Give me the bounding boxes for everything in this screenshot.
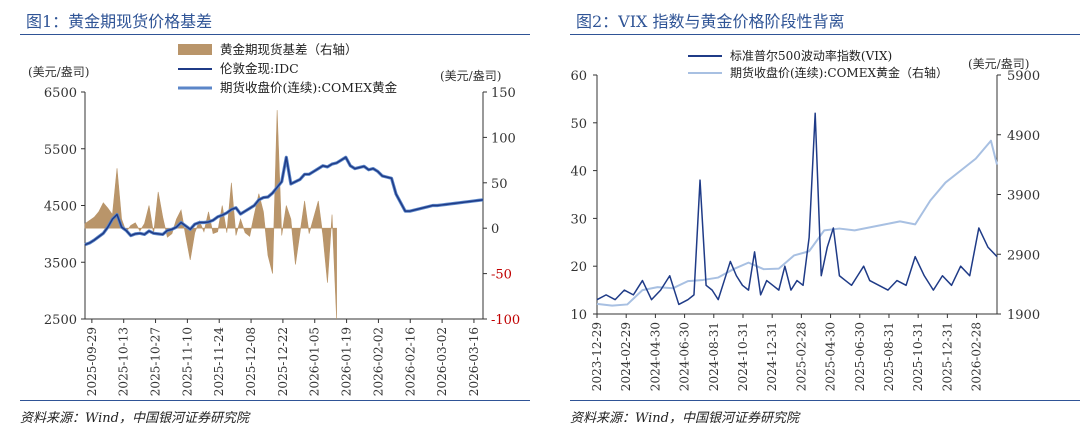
y2-tick-label: 50	[491, 177, 508, 192]
gold-basis-chart: 6500 5500 4500 3500 2500 150 100 50 0 -50 -100 (美元/…	[28, 42, 520, 397]
x-tick-label: 2025-10-27	[149, 327, 163, 396]
x-tick-label: 2025-09-29	[85, 327, 99, 396]
y2-tick-label: 0	[491, 222, 499, 237]
x-tick-label: 2025-10-31	[911, 322, 925, 391]
x-tick-label: 2024-06-30	[678, 322, 692, 391]
chart-panel-gold-basis: 图1：黄金期现货价格基差 6500 5500 4500 3500 2500 150 100 5…	[0, 0, 530, 428]
x-tick-label: 2023-12-29	[590, 322, 604, 391]
x-tick-label: 2026-02-16	[403, 327, 417, 396]
y2-tick-label: 3900	[1007, 189, 1040, 204]
x-tick-label: 2025-04-30	[824, 322, 838, 391]
x-tick-label: 2024-04-30	[648, 322, 662, 391]
x-tick-label: 2025-11-10	[180, 327, 194, 396]
x-tick-label: 2025-12-31	[940, 322, 954, 391]
vix-gold-chart: 60 50 40 30 20 10 5900 4900 3900 2900 1900 (美元/盎司) 2…	[570, 48, 1040, 391]
y-tick-label: 4500	[44, 200, 77, 215]
y2-tick-label: -50	[491, 268, 512, 283]
chart-panel-vix-gold: 图2：VIX 指数与黄金价格阶段性背离 60 50 40 30 20 10 5900 4900…	[550, 0, 1080, 428]
source-rule	[20, 400, 530, 401]
legend-swatch-basis	[178, 44, 212, 55]
x-tick-label: 2024-10-31	[736, 322, 750, 391]
chart-title: 图1：黄金期现货价格基差	[26, 12, 213, 31]
y2-tick-label: 2900	[1007, 248, 1040, 263]
x-tick-label: 2024-08-31	[707, 322, 721, 391]
source-note: 资料来源：Wind，中国银河证券研究院	[20, 411, 249, 426]
x-tick-label: 2025-06-30	[853, 322, 867, 391]
x-tick-label: 2025-11-24	[212, 327, 226, 397]
y-tick-label: 2500	[44, 313, 77, 328]
x-tick-label: 2026-03-16	[467, 327, 481, 396]
y-tick-label: 10	[570, 308, 587, 323]
legend-label-basis: 黄金期现货基差（右轴）	[220, 42, 358, 57]
y-axis-unit: (美元/盎司)	[28, 65, 89, 79]
y-tick-label: 50	[570, 117, 587, 132]
comex-gold-line	[596, 139, 998, 307]
vix-line	[596, 112, 998, 306]
x-tick-label: 2025-12-22	[276, 327, 290, 396]
x-tick-label: 2026-01-05	[308, 327, 322, 396]
y-tick-label: 3500	[44, 256, 77, 271]
x-tick-label: 2026-02-28	[970, 322, 984, 391]
y-tick-label: 30	[570, 212, 587, 227]
x-tick-label: 2026-03-02	[435, 327, 449, 396]
y2-tick-label: 100	[491, 131, 516, 146]
y-tick-label: 60	[570, 69, 587, 84]
x-tick-label: 2024-02-29	[619, 322, 633, 391]
x-tick-label: 2024-12-31	[765, 322, 779, 391]
y-tick-label: 5500	[44, 143, 77, 158]
legend-label-gold: 期货收盘价(连续):COMEX黄金（右轴）	[730, 65, 948, 80]
y2-axis-unit: (美元/盎司)	[440, 69, 501, 83]
y-tick-label: 40	[570, 165, 587, 180]
y2-tick-label: 4900	[1007, 129, 1040, 144]
x-tick-label: 2025-02-28	[794, 322, 808, 391]
x-tick-label: 2026-02-02	[371, 327, 385, 396]
y2-tick-label: 1900	[1007, 308, 1040, 323]
title-rule	[20, 34, 530, 35]
legend-label-london: 伦敦金现:IDC	[220, 61, 299, 76]
y2-tick-label: 150	[491, 86, 516, 101]
title-rule	[570, 34, 1080, 35]
y2-tick-label: -100	[491, 313, 520, 328]
chart-title: 图2：VIX 指数与黄金价格阶段性背离	[576, 12, 845, 31]
y2-axis-unit: (美元/盎司)	[968, 57, 1029, 71]
x-tick-label: 2025-08-31	[882, 322, 896, 391]
london-gold-line	[84, 156, 484, 246]
x-tick-label: 2026-01-19	[340, 327, 354, 396]
y-tick-label: 20	[570, 260, 587, 275]
source-rule	[570, 400, 1080, 401]
x-tick-label: 2025-10-13	[117, 327, 131, 396]
x-tick-label: 2025-12-08	[244, 327, 258, 396]
basis-bars-series	[84, 110, 337, 320]
source-note: 资料来源：Wind，中国银河证券研究院	[570, 411, 799, 426]
legend-label-vix: 标准普尔500波动率指数(VIX)	[730, 48, 892, 63]
y-tick-label: 6500	[44, 86, 77, 101]
legend-label-comex: 期货收盘价(连续):COMEX黄金	[220, 80, 398, 95]
y2-tick-label: 5900	[1007, 69, 1040, 84]
